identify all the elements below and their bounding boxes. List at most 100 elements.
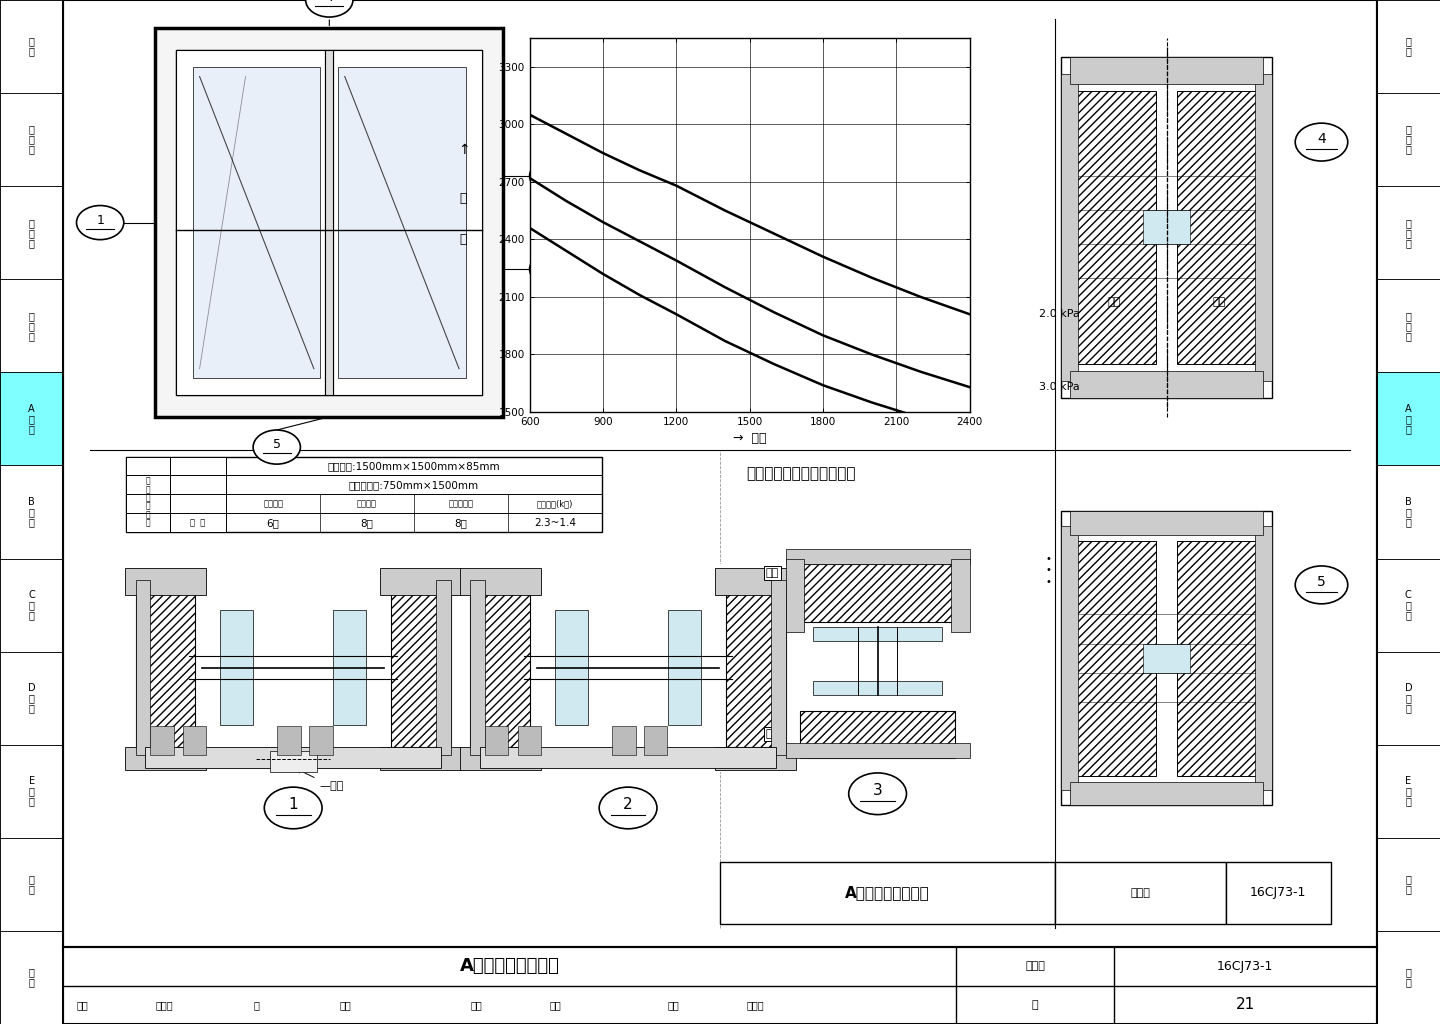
Bar: [612, 726, 636, 756]
Text: 保温性能(k值): 保温性能(k值): [537, 500, 573, 508]
Text: 扭: 扭: [253, 999, 259, 1010]
Bar: [325, 50, 333, 395]
Bar: [471, 563, 786, 772]
Bar: [1143, 644, 1189, 673]
Bar: [220, 610, 253, 725]
Text: 毛加俊: 毛加俊: [746, 999, 763, 1010]
Text: 鸡銘: 鸡銘: [549, 999, 562, 1010]
Bar: [436, 581, 451, 756]
Text: 抗风压性能: 抗风压性能: [448, 500, 474, 508]
Text: —纱窗: —纱窗: [297, 769, 344, 791]
Text: 页: 页: [1032, 999, 1038, 1010]
Text: E
优
木: E 优 木: [1405, 776, 1411, 806]
Bar: [480, 746, 776, 768]
Bar: [269, 752, 317, 772]
Circle shape: [265, 787, 323, 828]
Bar: [1377, 931, 1440, 1024]
Bar: [135, 563, 451, 772]
Bar: [333, 610, 366, 725]
Text: 2.3~1.4: 2.3~1.4: [534, 518, 576, 527]
Circle shape: [599, 787, 657, 828]
Bar: [1377, 373, 1440, 466]
Bar: [644, 726, 668, 756]
Text: 5: 5: [272, 438, 281, 451]
Text: 门窗尺寸:1500mm×1500mm×85mm: 门窗尺寸:1500mm×1500mm×85mm: [328, 461, 500, 471]
Bar: [170, 457, 226, 532]
Text: 新
风: 新 风: [1405, 874, 1411, 894]
Bar: [716, 567, 796, 595]
Text: 3: 3: [873, 783, 883, 798]
Bar: [1254, 74, 1272, 381]
Bar: [1377, 558, 1440, 651]
Bar: [459, 746, 541, 770]
X-axis label: →  宽度: → 宽度: [733, 432, 766, 445]
Text: 4: 4: [1318, 132, 1326, 146]
Bar: [1061, 512, 1272, 805]
Bar: [1076, 91, 1156, 364]
Bar: [1377, 186, 1440, 280]
Text: 校对: 校对: [340, 999, 351, 1010]
Text: 试
验
性
能
指
标: 试 验 性 能 指 标: [145, 477, 150, 527]
Bar: [1176, 541, 1257, 776]
Bar: [1076, 541, 1156, 776]
Bar: [125, 567, 206, 595]
Bar: [0, 0, 63, 93]
Bar: [1377, 0, 1440, 93]
Text: 2: 2: [549, 167, 557, 180]
Text: 室外: 室外: [1107, 297, 1120, 307]
Text: 水密性能: 水密性能: [264, 500, 284, 508]
Bar: [0, 558, 63, 651]
Text: 3.0 kPa: 3.0 kPa: [1040, 382, 1080, 392]
Bar: [1056, 862, 1225, 924]
Bar: [135, 589, 196, 746]
Text: ↑: ↑: [458, 143, 469, 157]
Bar: [0, 373, 63, 466]
Bar: [1377, 838, 1440, 931]
Text: 其
他: 其 他: [29, 968, 35, 987]
Text: 4: 4: [325, 0, 333, 4]
Text: 1: 1: [288, 798, 298, 812]
Bar: [518, 726, 541, 756]
Bar: [380, 746, 461, 770]
Bar: [125, 746, 206, 770]
Bar: [338, 67, 465, 378]
Bar: [0, 280, 63, 373]
Text: C
悦
木: C 悦 木: [29, 590, 35, 621]
Bar: [127, 457, 602, 532]
Text: 总
说
明: 总 说 明: [1405, 125, 1411, 155]
Bar: [1070, 371, 1263, 397]
Text: 性
能
表: 性 能 表: [1405, 311, 1411, 341]
Text: 21: 21: [1236, 997, 1254, 1013]
Bar: [193, 67, 321, 378]
Text: 5: 5: [1318, 575, 1326, 589]
Bar: [556, 610, 588, 725]
Circle shape: [253, 430, 301, 464]
Bar: [772, 581, 786, 756]
Text: 槅: 槅: [459, 193, 468, 205]
Text: 性
能
表: 性 能 表: [29, 311, 35, 341]
Text: 目
录: 目 录: [1405, 37, 1411, 56]
Text: 16CJ73-1: 16CJ73-1: [1250, 886, 1306, 899]
Bar: [0, 838, 63, 931]
Text: D
品
木: D 品 木: [27, 683, 36, 713]
Text: 活动扇尺寸:750mm×1500mm: 活动扇尺寸:750mm×1500mm: [348, 480, 480, 489]
Text: 6级: 6级: [266, 518, 279, 527]
Bar: [814, 681, 942, 694]
Text: 气密性能: 气密性能: [357, 500, 377, 508]
Bar: [1061, 56, 1272, 397]
Text: 2: 2: [624, 798, 634, 812]
Circle shape: [848, 773, 907, 815]
Bar: [1377, 93, 1440, 186]
Bar: [471, 589, 530, 746]
Text: A
尊
木: A 尊 木: [29, 403, 35, 434]
Circle shape: [1295, 123, 1348, 161]
Text: C
悦
木: C 悦 木: [1405, 590, 1411, 621]
Text: 16CJ73-1: 16CJ73-1: [1217, 959, 1273, 973]
Bar: [471, 581, 485, 756]
Text: •
•
•: • • •: [1045, 554, 1051, 587]
Bar: [176, 50, 325, 395]
Text: A
尊
木: A 尊 木: [1405, 403, 1411, 434]
Text: B
享
木: B 享 木: [1405, 497, 1411, 527]
Bar: [485, 726, 508, 756]
Text: 室内: 室内: [1212, 297, 1225, 307]
